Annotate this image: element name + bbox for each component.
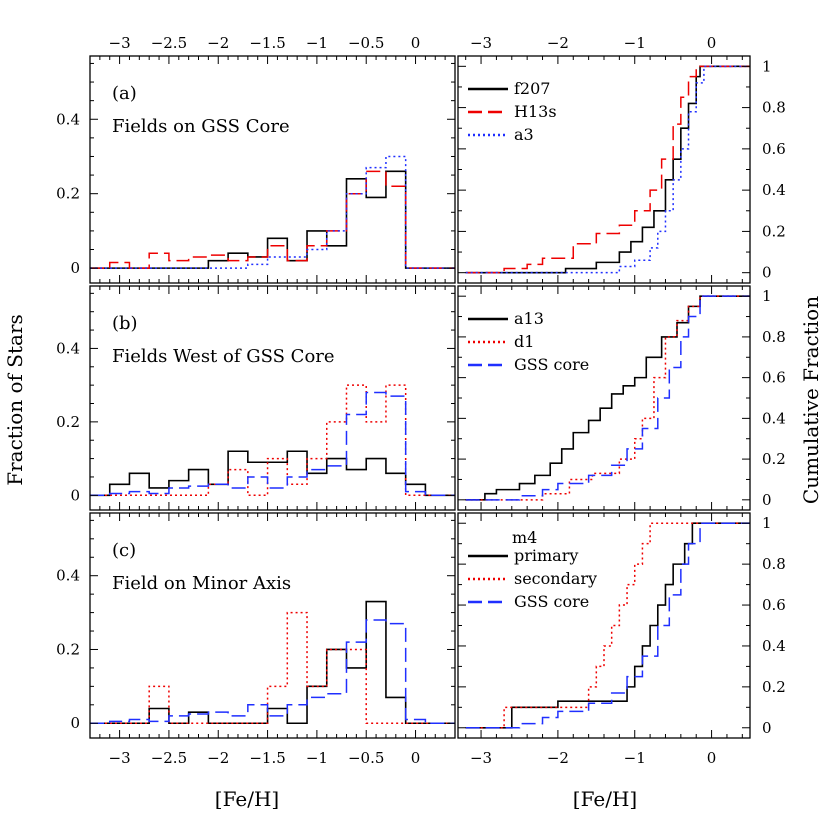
panel-letter: (c) — [112, 540, 136, 561]
y-tick-label: 0.6 — [762, 596, 786, 614]
y-tick-label: 0 — [70, 259, 80, 277]
x-tick-label-bottom: −0.5 — [348, 749, 384, 767]
legend-label: H13s — [514, 102, 557, 121]
y-tick-label: 0.4 — [56, 110, 80, 128]
x-tick-label-top: −0.5 — [348, 34, 384, 52]
y-axis-label-left: Fraction of Stars — [3, 314, 27, 486]
x-tick-label-bottom: −2 — [547, 749, 569, 767]
x-tick-label-bottom: −1.5 — [249, 749, 285, 767]
x-tick-label-bottom: −3 — [109, 749, 131, 767]
x-tick-label-top: −3 — [109, 34, 131, 52]
series-line-f207 — [465, 65, 750, 274]
y-tick-label: 0.4 — [56, 339, 80, 357]
y-tick-label: 0.4 — [56, 567, 80, 585]
legend-label: f207 — [514, 79, 550, 98]
x-tick-label-top: 0 — [411, 34, 421, 52]
legend-label: d1 — [514, 332, 534, 351]
x-tick-label-top: −1 — [306, 34, 328, 52]
panels: −3 −2.5 −2 −1.5 −1 −0.5 0 0 0.2 0.4 (a) Fields on G… — [56, 34, 786, 767]
legend-title: m4 — [512, 528, 537, 547]
series-line-primary — [465, 522, 750, 729]
y-tick-label: 1 — [762, 514, 772, 532]
panel-frame — [89, 512, 456, 739]
y-tick-label: 0.6 — [762, 140, 786, 158]
y-tick-label: 0.2 — [56, 413, 80, 431]
legend-label: a3 — [514, 125, 534, 144]
series-line-d1 — [465, 295, 750, 501]
series-line-gss-core — [465, 295, 750, 501]
series-line-d1 — [90, 384, 455, 497]
panel-frame — [89, 285, 456, 511]
y-tick-label: 0.4 — [762, 181, 786, 199]
y-tick-label: 0.2 — [56, 640, 80, 658]
legend-label: primary — [514, 546, 578, 565]
y-axis-label-right: Cumulative Fraction — [799, 296, 823, 504]
y-tick-label: 0 — [762, 719, 772, 737]
panel-frame — [89, 55, 456, 284]
panel-letter: (a) — [112, 83, 137, 104]
panel-4: 0 0.2 0.4 0.6 0.8 1 a13 d1 GSS core — [457, 285, 786, 511]
x-tick-label-top: 0 — [707, 34, 717, 52]
y-tick-label: 0 — [70, 714, 80, 732]
panel-frame — [457, 512, 751, 739]
y-tick-label: 0 — [70, 486, 80, 504]
series-line-a13 — [90, 450, 455, 497]
x-tick-label-bottom: 0 — [707, 749, 717, 767]
y-tick-label: 0.8 — [762, 99, 786, 117]
x-axis-label-left: [Fe/H] — [215, 787, 279, 811]
series-line-a3 — [465, 65, 750, 274]
x-tick-label-bottom: −2 — [207, 749, 229, 767]
x-tick-label-bottom: −2.5 — [151, 749, 187, 767]
x-tick-label-top: −1.5 — [249, 34, 285, 52]
panel-3: −3 −2 −1 0 0 0.2 0.4 0.6 0.8 1 f207 H13s a3 — [457, 34, 786, 284]
panel-0: −3 −2.5 −2 −1.5 −1 −0.5 0 0 0.2 0.4 (a) Fields on G… — [56, 34, 456, 284]
x-tick-label-bottom: −1 — [624, 749, 646, 767]
x-tick-label-bottom: 0 — [411, 749, 421, 767]
y-tick-label: 0.6 — [762, 369, 786, 387]
legend-label: a13 — [514, 309, 544, 328]
y-tick-label: 0.2 — [762, 678, 786, 696]
series-line-primary — [90, 600, 455, 725]
x-tick-label-bottom: −3 — [470, 749, 492, 767]
legend-label: secondary — [514, 569, 597, 588]
x-tick-label-bottom: −1 — [306, 749, 328, 767]
series-line-gss-core — [90, 619, 455, 724]
y-tick-label: 0 — [762, 264, 772, 282]
y-tick-label: 0.4 — [762, 409, 786, 427]
x-tick-label-top: −1 — [624, 34, 646, 52]
series-line-gss-core — [465, 522, 750, 729]
legend-label: GSS core — [514, 355, 589, 374]
y-tick-label: 0.8 — [762, 328, 786, 346]
x-tick-label-top: −2.5 — [151, 34, 187, 52]
legend-label: GSS core — [514, 592, 589, 611]
y-tick-label: 0.4 — [762, 637, 786, 655]
x-tick-label-top: −2 — [207, 34, 229, 52]
x-axis-label-right: [Fe/H] — [573, 787, 637, 811]
series-line-a13 — [465, 295, 750, 501]
y-tick-label: 1 — [762, 287, 772, 305]
panel-title: Fields West of GSS Core — [112, 346, 335, 367]
series-line-gss-core — [90, 391, 455, 497]
panel-letter: (b) — [112, 313, 138, 334]
y-tick-label: 0 — [762, 491, 772, 509]
series-line-h13s — [90, 170, 455, 269]
x-tick-label-top: −2 — [547, 34, 569, 52]
series-line-secondary — [465, 522, 750, 729]
series-line-secondary — [90, 611, 455, 724]
panel-2: −3 −2.5 −2 −1.5 −1 −0.5 0 0 0.2 0.4 (c) Field on Mi… — [56, 512, 456, 767]
y-tick-label: 0.2 — [56, 185, 80, 203]
x-tick-label-top: −3 — [470, 34, 492, 52]
panel-title: Fields on GSS Core — [112, 116, 290, 137]
panel-title: Field on Minor Axis — [112, 573, 291, 594]
series-line-h13s — [465, 65, 750, 274]
y-tick-label: 0.2 — [762, 222, 786, 240]
y-tick-label: 1 — [762, 57, 772, 75]
y-tick-label: 0.2 — [762, 450, 786, 468]
panel-1: 0 0.2 0.4 (b) Fields West of GSS Core — [56, 285, 456, 511]
y-tick-label: 0.8 — [762, 555, 786, 573]
series-line-a3 — [90, 155, 455, 269]
